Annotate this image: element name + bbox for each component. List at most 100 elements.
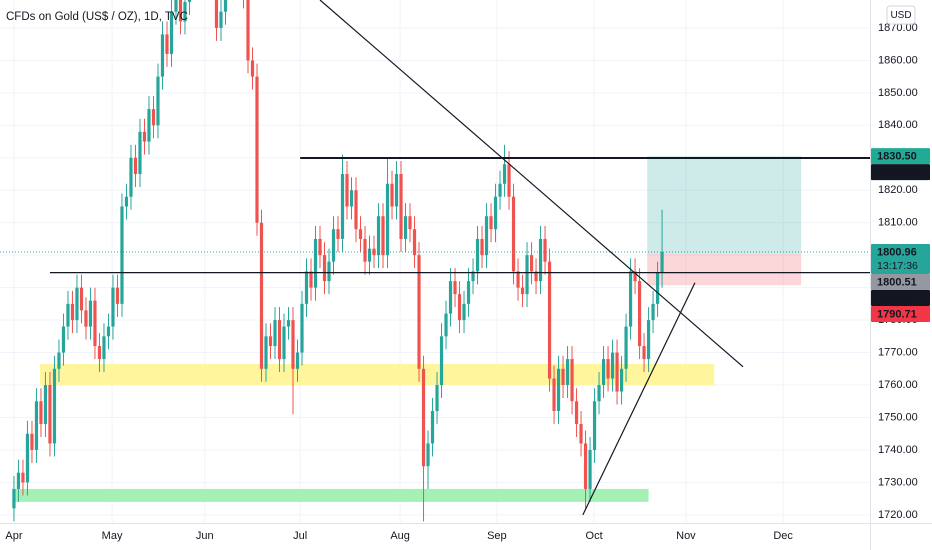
y-tick-label: 1870.00 xyxy=(878,22,918,34)
candle-body xyxy=(102,336,106,360)
candle-body xyxy=(183,1,187,22)
candle-body xyxy=(624,326,628,369)
candle-body xyxy=(115,287,120,304)
candle-body xyxy=(250,60,255,77)
candle-body xyxy=(610,352,615,379)
candle-body xyxy=(268,336,273,347)
candle-body xyxy=(291,320,295,369)
candle-body xyxy=(97,346,102,360)
candle-body xyxy=(592,401,597,450)
candle-body xyxy=(286,320,291,327)
candle-body xyxy=(70,303,75,321)
candle-body xyxy=(21,472,25,483)
candle-body xyxy=(273,320,277,347)
candle-body xyxy=(529,255,534,272)
candle-body xyxy=(327,261,331,282)
candle-body xyxy=(547,261,552,379)
candle-body xyxy=(502,164,507,184)
candle-body xyxy=(435,385,439,411)
candle-body xyxy=(511,196,516,272)
candle-body xyxy=(493,196,498,230)
candle-body xyxy=(534,271,538,282)
y-tick-label: 1730.00 xyxy=(878,476,918,488)
candle-body xyxy=(165,34,169,54)
candle-body xyxy=(169,11,174,54)
candle-body xyxy=(439,336,444,386)
candle-body xyxy=(399,174,403,239)
trend-line xyxy=(319,0,744,368)
candle-body xyxy=(282,326,286,360)
candle-body xyxy=(565,359,570,386)
candle-body xyxy=(660,252,664,273)
candle-body xyxy=(331,229,336,262)
candle-body xyxy=(655,272,660,304)
candle-body xyxy=(88,300,93,327)
candle-body xyxy=(259,222,264,369)
candle-body xyxy=(147,109,151,142)
candle-body xyxy=(475,238,480,272)
candle-body xyxy=(363,238,367,262)
candle-body xyxy=(277,320,282,360)
price-label-box xyxy=(871,244,930,275)
candle-body xyxy=(129,157,133,197)
candle-body xyxy=(295,352,300,369)
candle-body xyxy=(61,326,66,353)
candle-body xyxy=(156,76,160,126)
candle-body xyxy=(39,401,43,424)
candle-body xyxy=(453,281,457,295)
zone xyxy=(40,363,715,386)
zone xyxy=(13,488,649,502)
candle-body xyxy=(412,229,417,256)
candle-body xyxy=(538,238,543,282)
price-label-box xyxy=(871,148,930,165)
y-tick-label: 1750.00 xyxy=(878,411,918,423)
candle-body xyxy=(390,183,394,207)
candle-body xyxy=(403,216,408,239)
candle-body xyxy=(498,183,502,197)
y-tick-label: 1860.00 xyxy=(878,54,918,66)
candle-body xyxy=(25,433,30,483)
candle-body xyxy=(340,174,345,239)
price-label: 1800.96 xyxy=(877,246,917,258)
candle-body xyxy=(633,271,637,282)
candle-body xyxy=(43,385,48,424)
candle-body xyxy=(304,271,309,304)
price-label: 1794.62 xyxy=(877,292,917,304)
y-tick-label: 1840.00 xyxy=(878,119,918,131)
candle-body xyxy=(309,271,313,288)
x-tick-label: Apr xyxy=(5,530,22,542)
y-tick-label: 1760.00 xyxy=(878,379,918,391)
candle-body xyxy=(142,131,147,142)
candle-body xyxy=(75,287,79,321)
candle-body xyxy=(471,271,475,282)
candle-body xyxy=(507,164,511,197)
candle-body xyxy=(219,11,223,28)
candle-body xyxy=(430,410,435,444)
candle-body xyxy=(543,238,547,262)
candle-body xyxy=(628,271,633,327)
candle-body xyxy=(151,109,156,126)
price-label-box xyxy=(871,306,930,323)
candle-body xyxy=(93,300,97,347)
candle-body xyxy=(336,229,340,239)
currency[interactable]: USD xyxy=(890,10,911,21)
candle-body xyxy=(525,255,529,295)
candle-body xyxy=(66,303,70,327)
price-label: 1790.71 xyxy=(877,308,917,320)
candle-body xyxy=(444,313,448,337)
currency-box[interactable] xyxy=(886,5,916,25)
candle-body xyxy=(457,294,462,321)
candle-body xyxy=(178,0,183,22)
price-label: 1800.51 xyxy=(877,276,917,288)
candle-body xyxy=(354,190,358,230)
candle-body xyxy=(120,206,124,304)
candle-body xyxy=(417,255,421,369)
candle-body xyxy=(651,303,655,321)
candle-body xyxy=(372,248,376,256)
candle-body xyxy=(588,449,592,489)
candle-body xyxy=(466,281,471,304)
price-label-box xyxy=(871,274,930,291)
trend-line xyxy=(582,282,696,516)
